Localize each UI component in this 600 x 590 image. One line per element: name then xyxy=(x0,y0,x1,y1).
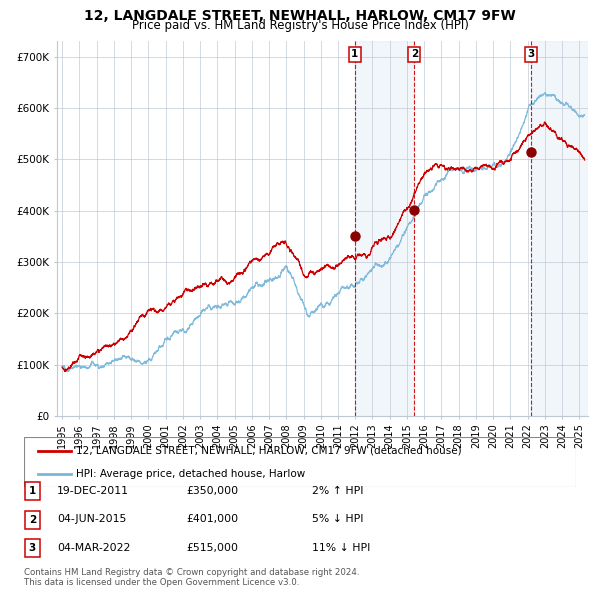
Text: 2: 2 xyxy=(29,515,36,525)
Text: 3: 3 xyxy=(527,50,534,60)
Text: Price paid vs. HM Land Registry's House Price Index (HPI): Price paid vs. HM Land Registry's House … xyxy=(131,19,469,32)
Text: Contains HM Land Registry data © Crown copyright and database right 2024.: Contains HM Land Registry data © Crown c… xyxy=(24,568,359,577)
Bar xyxy=(355,41,415,416)
Text: 12, LANGDALE STREET, NEWHALL, HARLOW, CM17 9FW (detached house): 12, LANGDALE STREET, NEWHALL, HARLOW, CM… xyxy=(76,445,462,455)
Text: 2% ↑ HPI: 2% ↑ HPI xyxy=(312,486,364,496)
Text: HPI: Average price, detached house, Harlow: HPI: Average price, detached house, Harl… xyxy=(76,469,305,479)
Text: 11% ↓ HPI: 11% ↓ HPI xyxy=(312,543,370,552)
Text: £350,000: £350,000 xyxy=(186,486,238,496)
Text: 1: 1 xyxy=(351,50,358,60)
Text: 04-JUN-2015: 04-JUN-2015 xyxy=(57,514,127,524)
Text: 2: 2 xyxy=(411,50,418,60)
Text: 1: 1 xyxy=(29,487,36,496)
Text: 04-MAR-2022: 04-MAR-2022 xyxy=(57,543,130,552)
Text: 3: 3 xyxy=(29,543,36,553)
Text: 5% ↓ HPI: 5% ↓ HPI xyxy=(312,514,364,524)
Bar xyxy=(530,41,588,416)
Text: £515,000: £515,000 xyxy=(186,543,238,552)
Text: £401,000: £401,000 xyxy=(186,514,238,524)
Text: 19-DEC-2011: 19-DEC-2011 xyxy=(57,486,129,496)
Text: 12, LANGDALE STREET, NEWHALL, HARLOW, CM17 9FW: 12, LANGDALE STREET, NEWHALL, HARLOW, CM… xyxy=(84,9,516,23)
Text: This data is licensed under the Open Government Licence v3.0.: This data is licensed under the Open Gov… xyxy=(24,578,299,587)
